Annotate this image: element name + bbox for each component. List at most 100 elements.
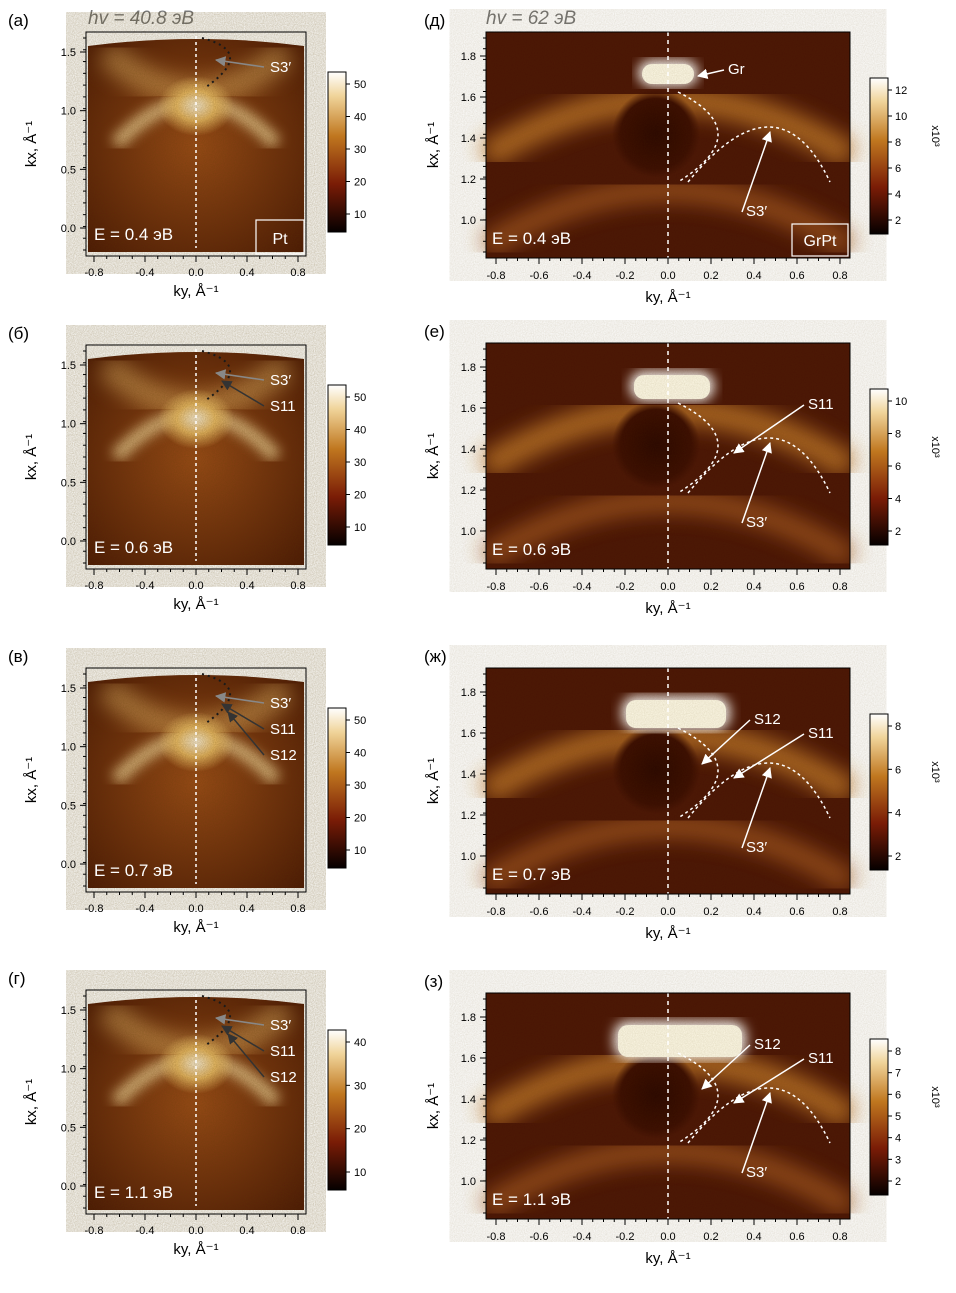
right-x-tick-label: 0.2 <box>703 1231 718 1243</box>
left-noise <box>88 347 304 565</box>
left-colorbar-label: 30 <box>354 1080 366 1092</box>
right-x-tick-label: 0.0 <box>660 1231 675 1243</box>
left-x-axis-title: ky, Å⁻¹ <box>173 596 218 613</box>
right-y-tick-label: 1.2 <box>461 485 476 497</box>
left-x-tick-label: -0.8 <box>85 903 104 915</box>
right-x-tick-label: 0.6 <box>789 1231 804 1243</box>
left-y-tick-label: 0.5 <box>61 164 76 176</box>
right-sample-box <box>791 223 849 257</box>
right-x-tick-label: -0.6 <box>530 581 549 593</box>
left-y-tick-label: 0.0 <box>61 536 76 548</box>
right-energy-label: E = 0.6 эВ <box>492 540 571 559</box>
right-colorbar-unit: x10³ <box>929 125 941 147</box>
left-y-axis-title: kx, Å⁻¹ <box>23 434 40 480</box>
left-y-tick-label: 0.5 <box>61 1122 76 1134</box>
right-colorbar-label: 6 <box>895 163 901 175</box>
left-x-tick-label: -0.8 <box>85 1225 104 1237</box>
right-y-tick-label: 1.6 <box>461 728 476 740</box>
right-dashed-circle-arc <box>677 91 719 183</box>
left-sample-box <box>255 219 305 255</box>
right-x-tick-label: 0.4 <box>746 1231 761 1243</box>
right-x-tick-label: -0.2 <box>616 1231 635 1243</box>
left-energy-label: E = 0.7 эВ <box>94 861 173 880</box>
right-y-tick-label: 1.2 <box>461 1135 476 1147</box>
left-panel-2: -0.8 -0.4 0.0 0.4 0.8 0.0 0.5 1.0 1.5 ky, Å⁻¹ kx, … <box>8 324 366 613</box>
right-y-axis-title: kx, Å⁻¹ <box>425 122 442 168</box>
right-annotation-label: S12 <box>754 1036 781 1053</box>
right-colorbar-label: 2 <box>895 851 901 863</box>
right-panel-1: -0.8 -0.6 -0.4 -0.2 0.0 0.2 0.4 0.6 0.8 1.0 1.2 1.4… <box>424 11 941 306</box>
left-annotation-arrow <box>221 703 265 730</box>
right-y-tick-label: 1.2 <box>461 174 476 186</box>
left-x-tick-label: 0.0 <box>188 903 203 915</box>
panels: -0.8 -0.4 0.0 0.4 0.8 0.0 0.5 1.0 1.5 ky, Å⁻¹ kx, … <box>8 11 941 1267</box>
right-x-tick-label: -0.8 <box>487 1231 506 1243</box>
right-colorbar-label: 10 <box>895 111 907 123</box>
right-y-axis-title: kx, Å⁻¹ <box>425 433 442 479</box>
left-y-axis-title: kx, Å⁻¹ <box>23 757 40 803</box>
right-colorbar-unit: x10³ <box>929 1086 941 1108</box>
left-colorbar-label: 20 <box>354 490 366 502</box>
right-y-tick-label: 1.6 <box>461 1053 476 1065</box>
right-x-tick-label: 0.6 <box>789 270 804 282</box>
right-energy-label: E = 0.7 эВ <box>492 865 571 884</box>
left-x-tick-label: 0.0 <box>188 1225 203 1237</box>
right-dashed-band-arc <box>687 126 831 183</box>
left-colorbar-label: 20 <box>354 177 366 189</box>
left-y-tick-label: 0.5 <box>61 800 76 812</box>
left-x-axis-title: ky, Å⁻¹ <box>173 1241 218 1258</box>
right-dashed-band-arc <box>687 437 831 494</box>
left-annotation-label: S3′ <box>270 372 291 389</box>
right-x-tick-label: -0.2 <box>616 270 635 282</box>
right-colorbar-label: 3 <box>895 1154 901 1166</box>
left-colorbar <box>327 1029 347 1191</box>
left-y-tick-label: 1.0 <box>61 106 76 118</box>
right-colorbar-label: 4 <box>895 494 901 506</box>
right-x-tick-label: 0.0 <box>660 906 675 918</box>
right-colorbar-label: 2 <box>895 526 901 538</box>
left-y-axis-title: kx, Å⁻¹ <box>23 121 40 167</box>
left-colorbar-label: 20 <box>354 813 366 825</box>
right-x-tick-label: 0.8 <box>832 581 847 593</box>
left-annotation-arrow <box>214 692 265 704</box>
left-colorbar-label: 10 <box>354 209 366 221</box>
right-x-tick-label: 0.0 <box>660 270 675 282</box>
right-x-tick-label: 0.4 <box>746 906 761 918</box>
right-annotation-arrow <box>733 733 805 779</box>
right-annotation-label: S3′ <box>746 839 767 856</box>
right-energy-label: E = 1.1 эВ <box>492 1190 571 1209</box>
right-annotation-label: S12 <box>754 711 781 728</box>
left-annotation-arrow <box>221 1025 265 1052</box>
left-y-axis-title: kx, Å⁻¹ <box>23 1079 40 1125</box>
left-noise <box>88 670 304 888</box>
right-x-tick-label: -0.6 <box>530 906 549 918</box>
left-y-tick-label: 1.5 <box>61 47 76 59</box>
left-colorbar <box>327 707 347 869</box>
right-y-tick-label: 1.0 <box>461 1176 476 1188</box>
left-panel-3: -0.8 -0.4 0.0 0.4 0.8 0.0 0.5 1.0 1.5 ky, Å⁻¹ kx, … <box>8 647 366 936</box>
right-colorbar-label: 2 <box>895 1176 901 1188</box>
left-x-tick-label: 0.8 <box>290 580 305 592</box>
right-colorbar <box>869 1038 889 1196</box>
right-colorbar-unit: x10³ <box>929 761 941 783</box>
right-y-tick-label: 1.4 <box>461 769 476 781</box>
right-annotation-arrow <box>741 767 772 849</box>
right-x-tick-label: -0.6 <box>530 270 549 282</box>
right-colorbar-label: 6 <box>895 1089 901 1101</box>
right-annotation-label: S3′ <box>746 1164 767 1181</box>
right-annotation-arrow <box>733 404 805 454</box>
right-annotation-arrow <box>741 131 772 213</box>
left-energy-header: hv = 40.8 эВ <box>88 8 194 29</box>
right-x-axis-title: ky, Å⁻¹ <box>645 1250 690 1267</box>
right-colorbar-label: 4 <box>895 1133 901 1145</box>
left-panel-letter: (а) <box>8 11 29 30</box>
right-colorbar-label: 8 <box>895 721 901 733</box>
left-x-tick-label: -0.4 <box>136 903 155 915</box>
left-annotation-arrow <box>214 1014 265 1026</box>
left-y-tick-label: 0.0 <box>61 859 76 871</box>
right-annotation-label: S11 <box>808 725 834 742</box>
right-colorbar-label: 8 <box>895 1046 901 1058</box>
left-annotation-label: S12 <box>270 1069 297 1086</box>
right-x-tick-label: -0.8 <box>487 581 506 593</box>
right-dashed-circle-arc <box>677 1052 719 1144</box>
